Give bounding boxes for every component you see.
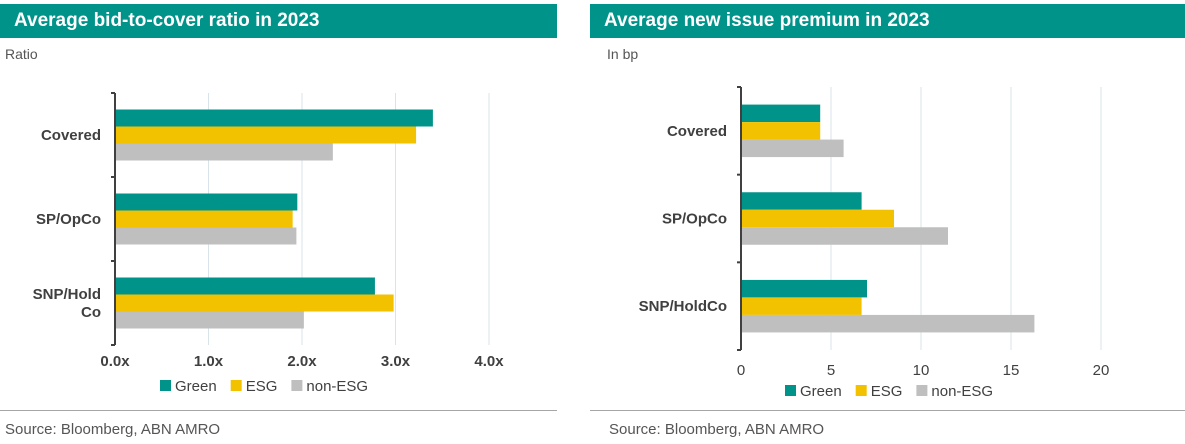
right-legend-label-non-esg: non-ESG: [931, 383, 993, 400]
left-x-tick-label: 2.0x: [287, 353, 317, 370]
right-chart-title: Average new issue premium in 2023: [590, 4, 1185, 38]
left-bar-chart: Covered SP/OpCo SNP/Hold Co 0.0x 1.0x 2.0x 3.0x…: [33, 92, 504, 395]
left-bar-esg-1: [115, 210, 293, 228]
right-bar-non-esg-0: [741, 139, 844, 158]
left-bar-esg-2: [115, 294, 394, 312]
right-x-tick-label: 15: [1003, 362, 1020, 379]
left-legend-swatch-esg: [230, 380, 242, 391]
left-legend-label-non-esg: non-ESG: [306, 378, 368, 395]
left-category-label: Covered: [41, 127, 101, 144]
right-x-tick-label: 5: [827, 362, 835, 379]
left-legend-swatch-non-esg: [291, 380, 303, 391]
left-source: Source: Bloomberg, ABN AMRO: [5, 421, 221, 438]
right-x-tick-label: 0: [737, 362, 745, 379]
right-bar-esg-1: [741, 209, 894, 228]
left-bar-esg-0: [115, 126, 417, 144]
left-bar-green-1: [115, 193, 298, 211]
right-bar-green-2: [741, 279, 867, 298]
left-category-label: SNP/Hold Co: [33, 286, 101, 321]
right-panel: Average new issue premium in 2023 In bp …: [590, 0, 1185, 444]
left-x-tick-label: 4.0x: [474, 353, 504, 370]
right-bar-green-1: [741, 192, 862, 210]
right-x-tick-label: 20: [1093, 362, 1110, 379]
right-legend-swatch-green: [785, 385, 796, 396]
right-bar-chart: Covered SP/OpCo SNP/HoldCo 0 5 10 15 20 Green ESG…: [639, 86, 1110, 400]
left-source-rule: [0, 410, 557, 411]
left-bar-green-2: [115, 277, 375, 295]
left-bar-green-0: [115, 109, 433, 127]
right-bar-non-esg-2: [741, 314, 1035, 333]
left-category-label: SP/OpCo: [36, 211, 101, 228]
right-category-label: SP/OpCo: [662, 211, 727, 228]
right-x-tick-label: 10: [913, 362, 930, 379]
left-bar-non-esg-2: [115, 311, 304, 329]
left-x-tick-label: 0.0x: [100, 353, 130, 370]
right-source: Source: Bloomberg, ABN AMRO: [609, 421, 825, 438]
right-bar-green-0: [741, 104, 821, 123]
right-source-rule: [590, 410, 1185, 411]
left-chart-title: Average bid-to-cover ratio in 2023: [0, 4, 557, 38]
right-legend-swatch-esg: [855, 385, 867, 396]
right-bar-non-esg-1: [741, 227, 948, 245]
right-unit-label: In bp: [607, 46, 639, 62]
right-legend-label-green: Green: [800, 383, 842, 400]
left-legend-label-esg: ESG: [246, 378, 278, 395]
left-bar-non-esg-0: [115, 143, 333, 161]
left-panel: Average bid-to-cover ratio in 2023 Ratio…: [0, 0, 557, 444]
right-bar-esg-2: [741, 297, 862, 315]
left-legend-swatch-green: [160, 380, 171, 391]
right-legend-swatch-non-esg: [916, 385, 928, 396]
right-legend-label-esg: ESG: [871, 383, 903, 400]
left-x-tick-label: 1.0x: [194, 353, 224, 370]
left-bar-non-esg-1: [115, 227, 297, 245]
right-category-label: SNP/HoldCo: [639, 298, 727, 315]
right-bar-esg-0: [741, 122, 821, 140]
right-category-label: Covered: [667, 123, 727, 140]
left-unit-label: Ratio: [5, 46, 38, 62]
left-legend-label-green: Green: [175, 378, 217, 395]
left-x-tick-label: 3.0x: [381, 353, 411, 370]
